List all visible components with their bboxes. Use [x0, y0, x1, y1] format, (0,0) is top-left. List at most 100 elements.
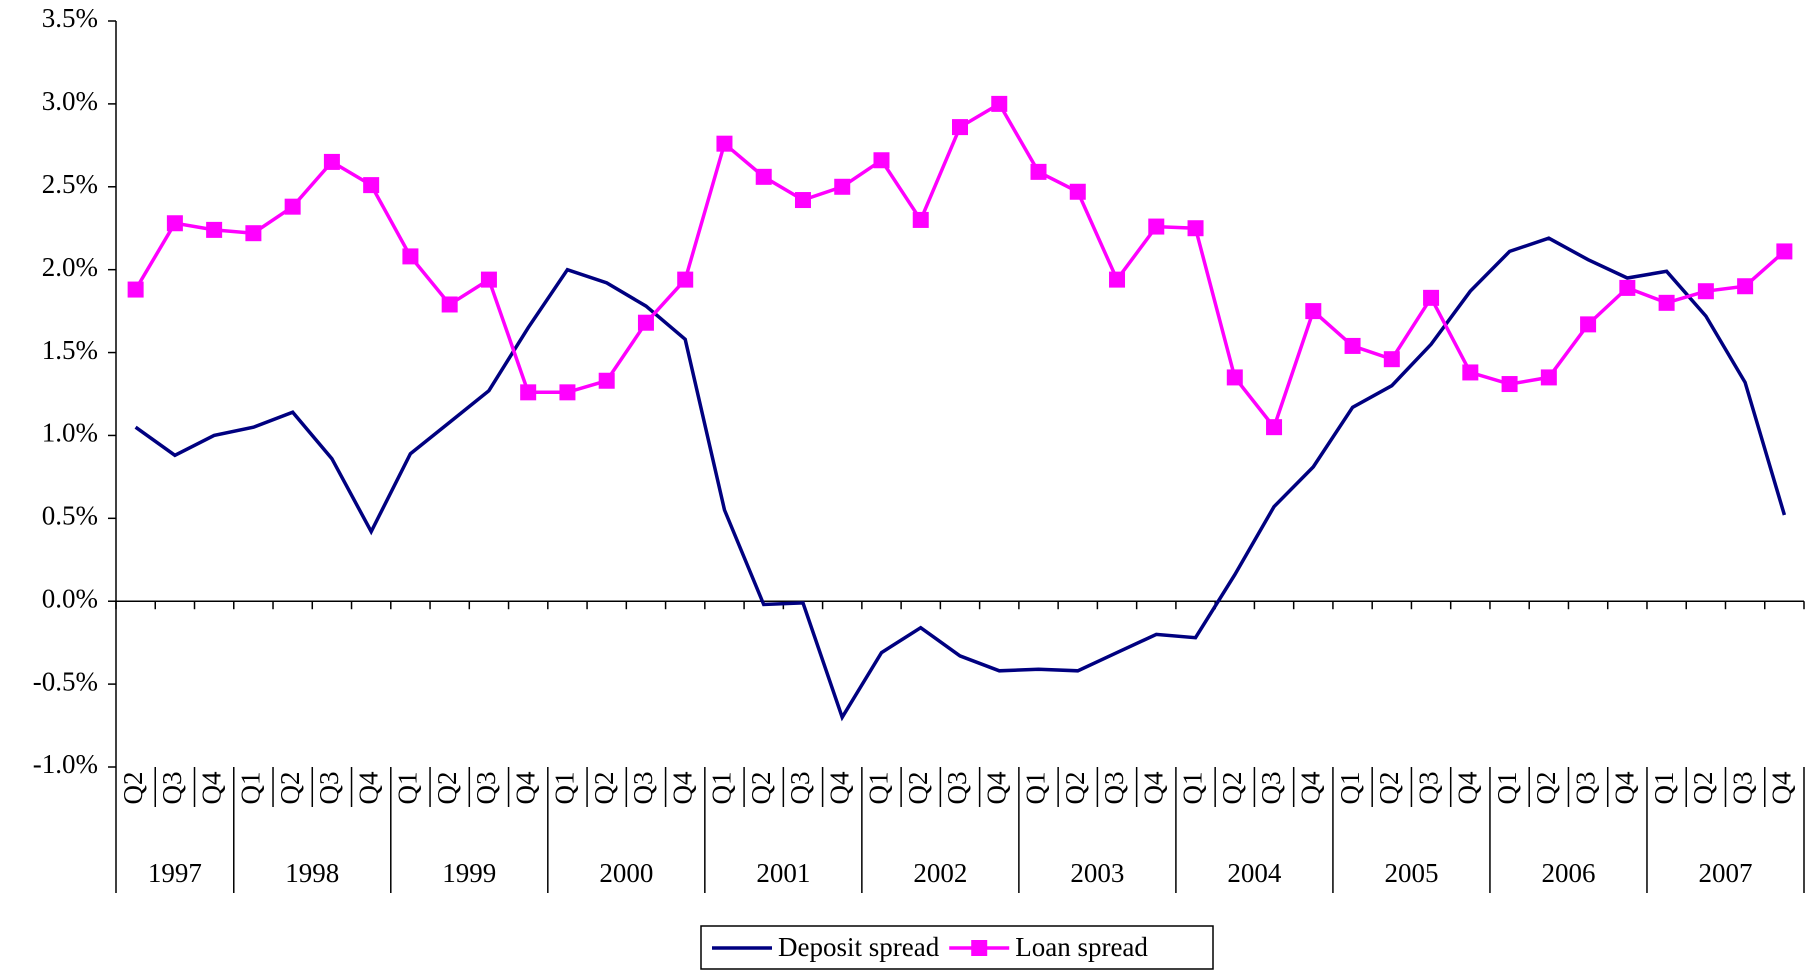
- x-tick-label: Q4: [667, 771, 697, 804]
- marker: [1776, 243, 1793, 260]
- y-tick-label: -1.0%: [33, 749, 98, 779]
- x-tick-label: Q4: [824, 771, 854, 804]
- x-tick-label: Q1: [1178, 772, 1208, 805]
- marker: [1737, 278, 1754, 295]
- marker: [1383, 351, 1400, 368]
- x-tick-label: Q2: [1531, 772, 1561, 805]
- x-tick-label: Q1: [1649, 772, 1679, 805]
- x-group-label: 2002: [913, 858, 967, 888]
- marker: [952, 119, 968, 136]
- marker: [1344, 337, 1361, 354]
- x-tick-label: Q3: [1099, 772, 1129, 805]
- marker: [1580, 316, 1597, 333]
- x-tick-label: Q1: [1335, 772, 1365, 805]
- x-group-label: 2007: [1698, 858, 1752, 888]
- x-tick-label: Q4: [1610, 771, 1640, 804]
- y-tick-label: 1.5%: [42, 335, 98, 365]
- x-tick-label: Q4: [196, 771, 226, 804]
- y-tick-label: 2.0%: [42, 252, 98, 282]
- marker: [794, 192, 811, 209]
- x-tick-label: Q3: [1570, 772, 1600, 805]
- x-tick-label: Q4: [1138, 771, 1168, 804]
- marker: [716, 135, 733, 152]
- marker: [834, 178, 851, 195]
- x-tick-label: Q3: [1256, 772, 1286, 805]
- x-group-label: 1998: [285, 858, 339, 888]
- x-tick-label: Q3: [314, 772, 344, 805]
- marker: [755, 168, 772, 185]
- marker: [598, 372, 615, 389]
- series-line: [134, 236, 1787, 722]
- x-group-label: 2000: [599, 858, 653, 888]
- marker: [1069, 183, 1086, 200]
- x-tick-label: Q4: [981, 771, 1011, 804]
- y-tick-label: 3.0%: [42, 86, 98, 116]
- x-tick-label: Q3: [942, 772, 972, 805]
- marker: [991, 95, 1008, 112]
- legend-marker: [971, 940, 988, 956]
- x-tick-label: Q2: [1060, 772, 1090, 805]
- x-tick-label: Q3: [157, 772, 187, 805]
- marker: [1109, 271, 1126, 288]
- x-tick-label: Q3: [471, 772, 501, 805]
- y-tick-label: 0.0%: [42, 583, 98, 613]
- marker: [1030, 163, 1047, 180]
- x-tick-label: Q1: [1021, 772, 1051, 805]
- marker: [1148, 218, 1165, 235]
- x-tick-label: Q2: [1374, 772, 1404, 805]
- marker: [480, 271, 497, 288]
- x-tick-label: Q4: [1453, 771, 1483, 804]
- x-tick-label: Q3: [1727, 772, 1757, 805]
- marker: [206, 221, 223, 238]
- marker: [912, 211, 929, 228]
- x-tick-label: Q3: [628, 772, 658, 805]
- marker: [166, 215, 183, 232]
- series-line: [134, 101, 1786, 431]
- marker: [245, 225, 262, 242]
- x-tick-label: Q4: [1296, 771, 1326, 804]
- marker: [559, 384, 576, 401]
- x-tick-label: Q3: [1413, 772, 1443, 805]
- x-tick-label: Q2: [589, 772, 619, 805]
- x-tick-label: Q1: [864, 772, 894, 805]
- marker: [1540, 369, 1557, 386]
- x-tick-label: Q1: [550, 772, 580, 805]
- marker: [1619, 279, 1636, 296]
- x-group-label: 1999: [442, 858, 496, 888]
- y-tick-label: 3.5%: [42, 3, 98, 33]
- x-tick-label: Q4: [1767, 771, 1797, 804]
- y-tick-label: 2.5%: [42, 169, 98, 199]
- marker: [677, 271, 694, 288]
- x-tick-label: Q1: [1492, 772, 1522, 805]
- x-tick-label: Q2: [1217, 772, 1247, 805]
- legend-label: Loan spread: [1015, 932, 1148, 962]
- x-group-label: 1997: [148, 858, 202, 888]
- marker: [873, 152, 890, 169]
- x-tick-label: Q3: [785, 772, 815, 805]
- marker: [520, 384, 537, 401]
- x-tick-label: Q1: [236, 772, 266, 805]
- marker: [1462, 364, 1479, 381]
- x-tick-label: Q1: [707, 772, 737, 805]
- marker: [1305, 303, 1322, 320]
- y-tick-label: 1.0%: [42, 418, 98, 448]
- marker: [1226, 369, 1243, 386]
- legend-label: Deposit spread: [778, 932, 940, 962]
- x-tick-label: Q1: [393, 772, 423, 805]
- x-tick-label: Q2: [903, 772, 933, 805]
- x-group-label: 2001: [756, 858, 810, 888]
- marker: [441, 296, 458, 313]
- x-group-label: 2004: [1227, 858, 1282, 888]
- marker: [1501, 376, 1518, 393]
- x-tick-label: Q2: [432, 772, 462, 805]
- x-tick-label: Q2: [1688, 772, 1718, 805]
- marker: [1423, 289, 1440, 306]
- marker: [127, 281, 144, 298]
- x-group-label: 2003: [1070, 858, 1124, 888]
- x-group-label: 2006: [1541, 858, 1595, 888]
- marker: [402, 248, 419, 265]
- marker: [1697, 283, 1714, 300]
- marker: [637, 314, 654, 331]
- x-tick-label: Q2: [275, 772, 305, 805]
